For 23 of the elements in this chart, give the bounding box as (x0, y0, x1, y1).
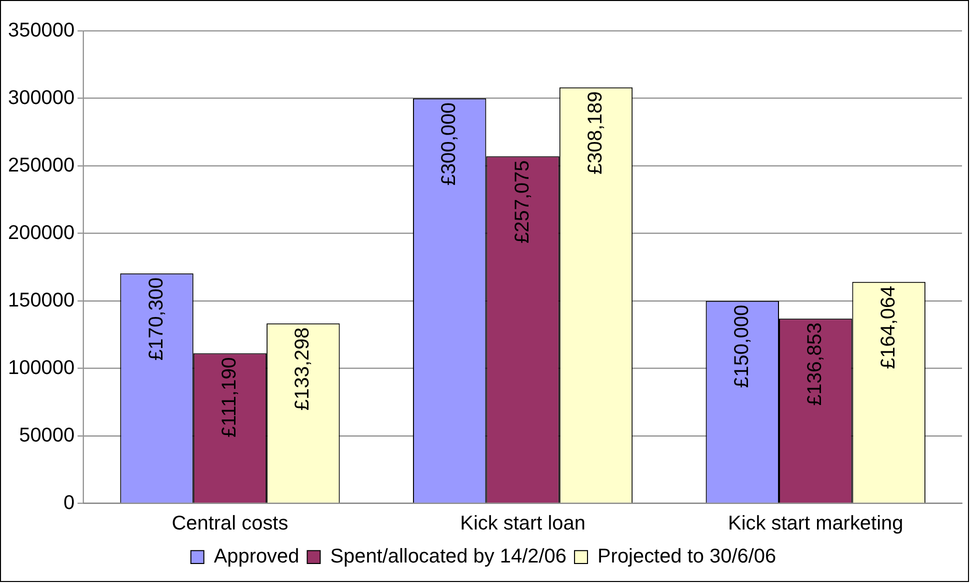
legend-label: Approved (214, 546, 300, 568)
data-label: £257,075 (511, 160, 534, 244)
legend-label: Projected to 30/6/06 (597, 546, 776, 568)
y-tick-label: 350000 (8, 19, 75, 42)
legend-label: Spent/allocated by 14/2/06 (330, 546, 566, 568)
data-label: £136,853 (804, 322, 826, 406)
y-tick-label: 50000 (19, 424, 75, 446)
y-tick-label: 250000 (8, 154, 75, 176)
data-label: £111,190 (218, 357, 240, 438)
data-label: £150,000 (730, 304, 753, 388)
data-label: £308,189 (584, 91, 606, 174)
data-label: £300,000 (438, 102, 460, 186)
y-tick-label: 300000 (8, 86, 75, 109)
y-tick-label: 100000 (8, 356, 75, 379)
y-tick-label: 200000 (8, 222, 75, 244)
data-label: £133,298 (292, 327, 314, 410)
y-tick-label: 0 (63, 492, 75, 514)
x-tick-label: Kick start loan (460, 512, 586, 535)
x-tick-label: Kick start marketing (728, 512, 904, 535)
data-label: £170,300 (145, 277, 168, 361)
y-tick-label: 150000 (8, 289, 75, 312)
data-label: £164,064 (877, 286, 900, 369)
x-tick-label: Central costs (172, 512, 288, 535)
